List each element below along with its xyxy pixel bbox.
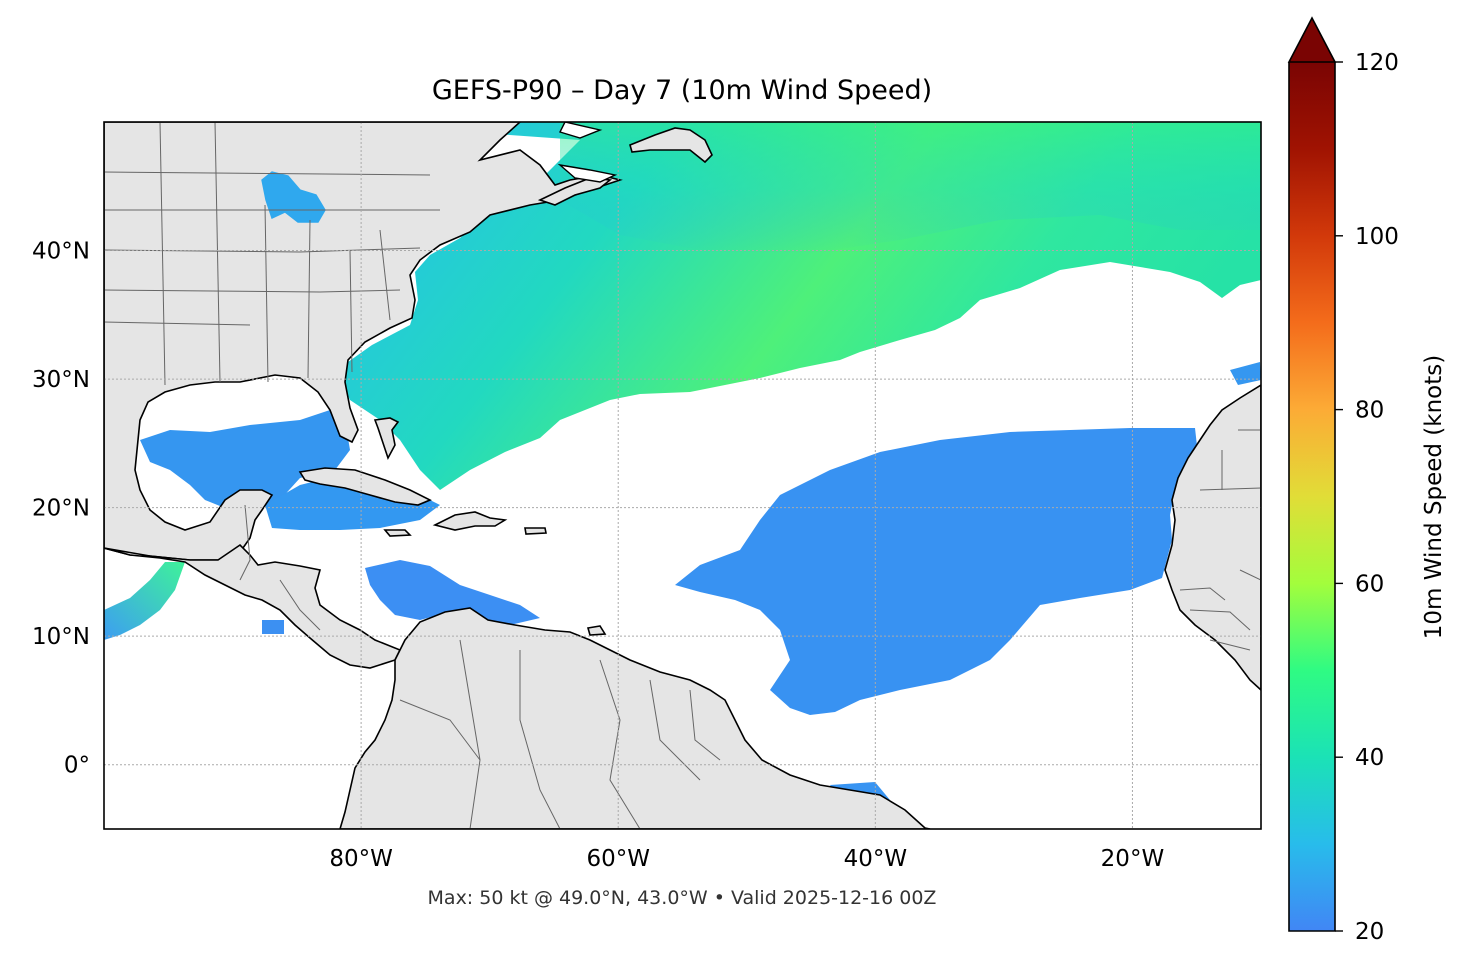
land-africa	[1164, 384, 1261, 692]
colorbar-tick-label: 120	[1355, 50, 1399, 76]
political-borders	[104, 122, 1261, 829]
land-newfoundland	[629, 127, 713, 164]
colorbar: 20 40 60 80 100 120 10m Wind Speed (knots)	[1287, 16, 1447, 945]
lon-tick-label: 80°W	[329, 846, 393, 872]
land-trinidad	[586, 625, 607, 636]
colorbar-label: 10m Wind Speed (knots)	[1421, 355, 1447, 639]
colorbar-tick-label: 40	[1355, 745, 1384, 771]
water-gulf-st-lawrence	[557, 163, 618, 183]
colorbar-gradient	[1289, 62, 1335, 931]
wind-region-caribbean	[365, 560, 540, 625]
land-puerto-rico	[524, 527, 547, 535]
colorbar-ticks: 20 40 60 80 100 120	[1335, 50, 1399, 945]
lat-tick-label: 40°N	[32, 239, 90, 265]
wind-field-layer	[104, 122, 1261, 808]
wind-region-gulf	[140, 410, 350, 510]
land-cuba	[298, 467, 432, 506]
land-jamaica	[383, 529, 412, 537]
land-hispaniola	[432, 511, 508, 531]
lon-tick-label: 40°W	[844, 846, 908, 872]
gridlines	[104, 122, 1261, 829]
latitude-tick-labels: 40°N 30°N 20°N 10°N 0°	[32, 239, 90, 779]
footer-info: Max: 50 kt @ 49.0°N, 43.0°W • Valid 2025…	[428, 887, 937, 909]
wind-region-pacific-small	[262, 620, 284, 634]
longitude-tick-labels: 80°W 60°W 40°W 20°W	[329, 846, 1164, 872]
map-title: GEFS-P90 – Day 7 (10m Wind Speed)	[432, 75, 932, 106]
wind-region-pacific	[104, 562, 185, 640]
colorbar-frame	[1288, 62, 1336, 932]
lat-tick-label: 20°N	[32, 496, 90, 522]
land-layer	[104, 122, 1261, 829]
lat-tick-label: 30°N	[32, 367, 90, 393]
wind-region-north-highlight	[560, 122, 1261, 255]
land-bahamas	[373, 417, 400, 461]
colorbar-tick-label: 100	[1355, 224, 1399, 250]
lon-tick-label: 20°W	[1101, 846, 1165, 872]
land-south-america	[339, 607, 931, 829]
water-st-lawrence	[559, 122, 603, 139]
colorbar-tick-label: 80	[1355, 398, 1384, 424]
lat-tick-label: 10°N	[32, 624, 90, 650]
colorbar-extend-arrow	[1287, 16, 1337, 63]
lon-tick-label: 60°W	[586, 846, 650, 872]
wind-region-tropical-atlantic	[675, 428, 1198, 715]
colorbar-tick-label: 60	[1355, 571, 1384, 597]
land-nova-scotia	[537, 177, 613, 206]
map-panel	[104, 122, 1261, 829]
lat-tick-label: 0°	[64, 753, 90, 779]
colorbar-tick-label: 20	[1355, 919, 1384, 945]
map-frame	[103, 121, 1262, 830]
